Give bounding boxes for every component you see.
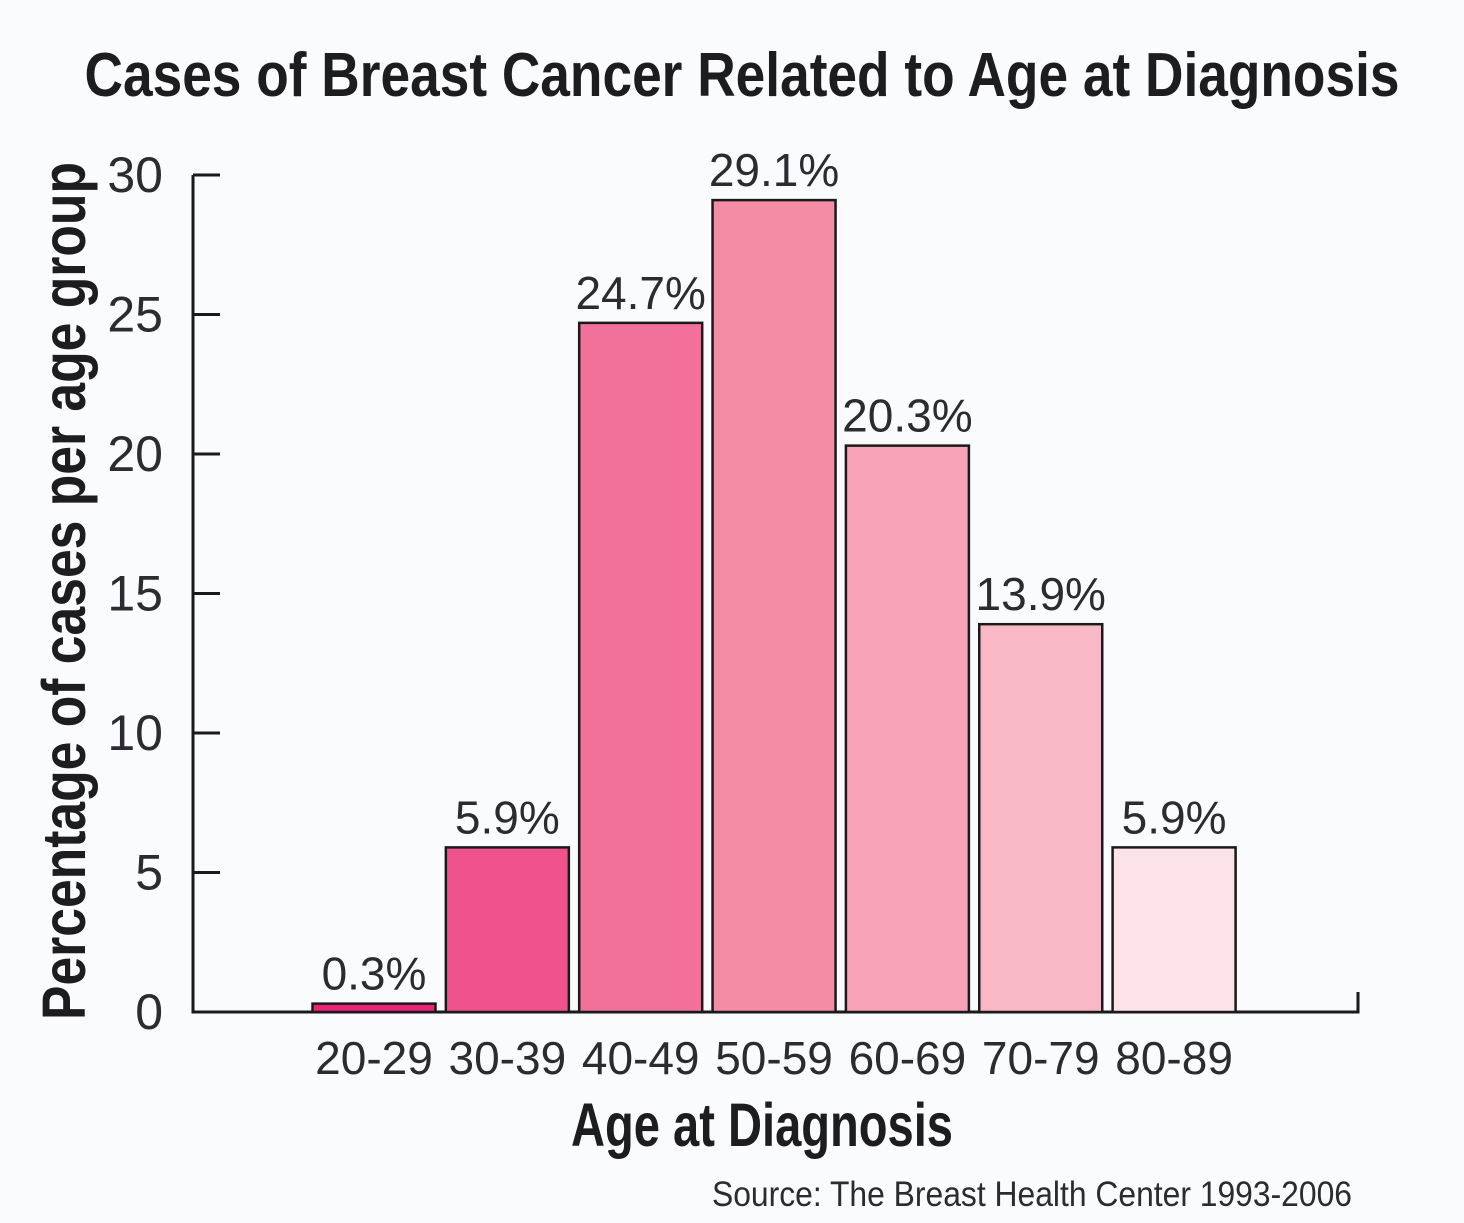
- bar-50-59: [711, 198, 837, 1014]
- x-category-label: 40-49: [582, 1032, 700, 1084]
- y-tick-label: 25: [107, 287, 163, 343]
- x-category-label: 70-79: [982, 1032, 1100, 1084]
- y-tick-label: 0: [135, 984, 163, 1040]
- x-axis-title: Age at Diagnosis: [571, 1091, 953, 1159]
- bars: 0.3% 20-29 5.9% 30-39 24.7% 40-49 29.1% 50-59 20…: [311, 144, 1237, 1084]
- y-tick-label: 5: [135, 845, 163, 901]
- axes: 0 5 10 15 20 25 30: [107, 147, 1360, 1040]
- chart-title: Cases of Breast Cancer Related to Age at…: [85, 41, 1400, 110]
- x-category-label: 20-29: [315, 1032, 433, 1084]
- bar-value-label: 29.1%: [709, 144, 839, 196]
- source-note: Source: The Breast Health Center 1993-20…: [712, 1175, 1352, 1214]
- y-tick-label: 15: [107, 566, 163, 622]
- bar-value-label: 0.3%: [322, 948, 427, 1000]
- bar-30-39: [444, 846, 571, 1014]
- y-tick-label: 20: [107, 426, 163, 482]
- bar-70-79: [978, 622, 1104, 1014]
- y-tick-label: 10: [107, 705, 163, 761]
- bar-60-69: [844, 444, 971, 1014]
- x-category-label: 60-69: [849, 1032, 967, 1084]
- x-category-label: 50-59: [715, 1032, 833, 1084]
- x-category-label: 30-39: [449, 1032, 567, 1084]
- bar-value-label: 24.7%: [575, 267, 705, 319]
- y-tick-label: 30: [107, 147, 163, 203]
- bar-20-29: [311, 1002, 437, 1014]
- bar-40-49: [577, 321, 704, 1014]
- x-category-label: 80-89: [1115, 1032, 1233, 1084]
- bar-value-label: 5.9%: [455, 791, 560, 843]
- bar-value-label: 5.9%: [1122, 791, 1227, 843]
- bar-value-label: 20.3%: [842, 390, 972, 442]
- y-axis-title: Percentage of cases per age group: [30, 162, 98, 1020]
- bar-value-label: 13.9%: [976, 568, 1106, 620]
- bar-80-89: [1111, 846, 1237, 1014]
